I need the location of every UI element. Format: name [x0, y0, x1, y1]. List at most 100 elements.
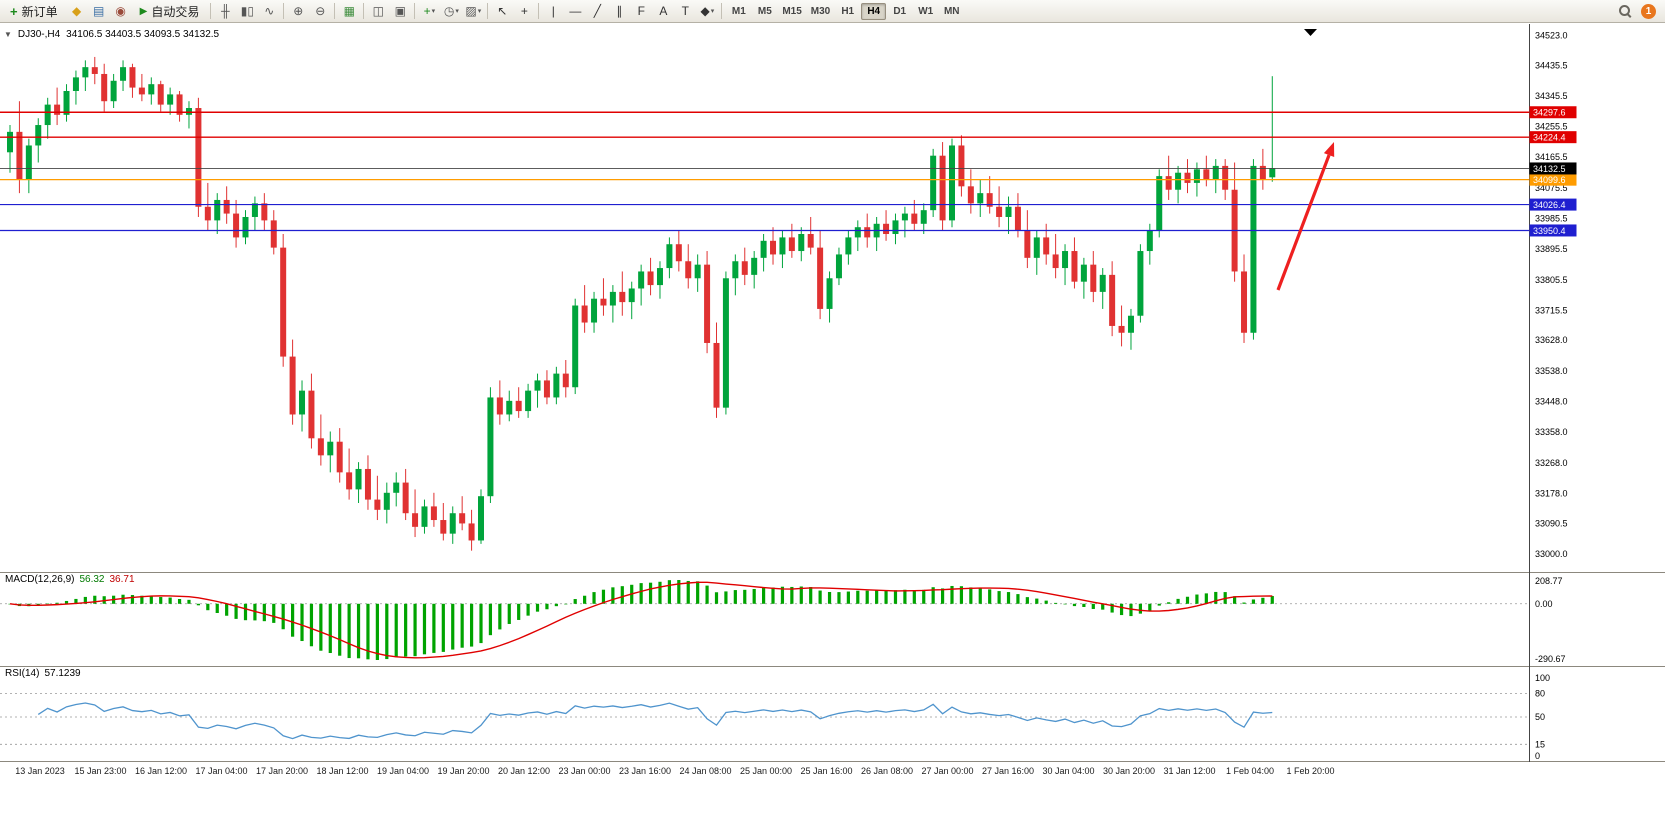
macd-histogram-bar — [752, 588, 756, 604]
cursor-icon[interactable]: ↖ — [497, 4, 508, 18]
time-axis-label: 25 Jan 16:00 — [800, 766, 853, 776]
candle-body — [939, 155, 946, 221]
profiles-icon[interactable]: ◷ ▾ — [443, 4, 459, 18]
timeframe-button-h4[interactable]: H4 — [861, 2, 887, 20]
rsi-panel[interactable]: 100 80 50 15 0 — [0, 666, 1665, 762]
candle-body — [581, 305, 588, 323]
templates-icon[interactable]: ▨ ▾ — [465, 4, 482, 18]
price-tag: 34026.4 — [1533, 200, 1566, 210]
trendline-icon[interactable]: ╱ — [593, 4, 601, 18]
macd-histogram-bar — [121, 594, 125, 604]
candle-body — [138, 87, 145, 95]
candle-body — [1014, 206, 1021, 231]
macd-histogram-bar — [507, 603, 511, 624]
macd-histogram-bar — [130, 595, 135, 604]
macd-panel[interactable]: 208.77 0.00 -290.67 — [0, 572, 1665, 666]
macd-histogram-bar — [667, 580, 671, 604]
horizontal-line-icon[interactable]: — — [569, 4, 582, 18]
candle-body — [308, 390, 315, 439]
tile-windows-icon[interactable]: ▦ — [343, 4, 355, 18]
quotes-window-icon[interactable]: ◆ — [71, 4, 82, 18]
crosshair-icon[interactable]: + — [520, 4, 528, 18]
time-axis-label: 19 Jan 20:00 — [437, 766, 490, 776]
toolbar-right-group: 1 — [1618, 3, 1662, 19]
macd-histogram-bar — [583, 595, 587, 604]
time-axis-label: 26 Jan 08:00 — [860, 766, 914, 776]
time-axis-label: 30 Jan 20:00 — [1102, 766, 1156, 776]
timeframe-button-w1[interactable]: W1 — [918, 5, 934, 17]
vertical-line-icon[interactable]: | — [551, 4, 555, 18]
time-axis-label: 17 Jan 20:00 — [255, 766, 309, 776]
arrange-windows-icon[interactable]: ◫ — [372, 4, 384, 18]
bar-chart-icon[interactable]: ╫ — [221, 4, 230, 18]
candle-body — [35, 125, 42, 146]
market-depth-icon[interactable]: ▤ — [92, 4, 105, 18]
macd-histogram-bar — [413, 603, 417, 657]
macd-histogram-bar — [1204, 593, 1208, 604]
price-chart-panel[interactable]: 34523.0 34435.5 34345.5 34255.5 34165.5 34075… — [0, 24, 1665, 572]
cascade-windows-icon[interactable]: ▣ — [394, 4, 406, 18]
text-label-icon[interactable]: T — [681, 4, 689, 18]
candle-body — [355, 468, 362, 490]
timeframe-button-d1[interactable]: D1 — [893, 5, 907, 17]
toolbar-icons-group: ╫ ▮▯ ∿ ⊕ ⊖ ▦ ◫ ▣ + ▾ ◷ ▾ ▨ ▾ ↖ + | — ╱ ∥ F A T ◆ ▾ — [207, 1, 725, 22]
candle-body — [619, 291, 626, 303]
macd-histogram-bar — [281, 603, 285, 630]
macd-histogram-bar — [997, 591, 1001, 604]
macd-histogram-bar — [1044, 600, 1048, 604]
timeframe-button-m15[interactable]: M15 — [782, 5, 802, 17]
auto-trading-icon: ▶ — [139, 5, 148, 17]
candle-body — [185, 108, 192, 115]
timeframe-button-m1[interactable]: M1 — [731, 5, 746, 17]
candle-body — [157, 84, 164, 105]
annotation-arrow-head — [1323, 142, 1335, 158]
macd-histogram-bar — [441, 603, 445, 652]
price-axis-label: 34075.5 — [1535, 183, 1568, 193]
price-axis-label: 33448.0 — [1535, 397, 1568, 407]
new-order-button[interactable]: + 新订单 — [3, 2, 65, 21]
macd-histogram-bar — [432, 603, 436, 653]
timeframe-button-m30[interactable]: M30 — [810, 5, 831, 17]
line-chart-icon[interactable]: ∿ — [264, 4, 275, 18]
fibonacci-icon[interactable]: F — [637, 4, 645, 18]
macd-histogram-bar — [262, 603, 266, 622]
macd-histogram-bar — [243, 603, 248, 621]
candle-body — [1118, 325, 1125, 333]
timeframe-button-h1[interactable]: H1 — [841, 5, 855, 17]
candle-body — [694, 264, 701, 279]
chart-shift-marker[interactable] — [1304, 29, 1317, 36]
new-chart-icon[interactable]: + ▾ — [423, 4, 436, 18]
macd-signal-line — [9, 581, 1273, 659]
one-click-trading-toggle[interactable]: ▼ — [4, 30, 12, 39]
candle-body — [525, 390, 532, 412]
candle-body — [1137, 251, 1144, 316]
macd-histogram-bar — [648, 582, 653, 604]
price-axis-label: 33358.0 — [1535, 427, 1568, 437]
timeframe-button-m5[interactable]: M5 — [757, 5, 772, 17]
text-icon[interactable]: A — [659, 4, 668, 18]
candle-body — [647, 271, 654, 286]
timeframe-button-mn[interactable]: MN — [943, 5, 960, 17]
shapes-icon[interactable]: ◆ ▾ — [700, 4, 715, 18]
rsi-scale-label: 15 — [1535, 739, 1545, 749]
candlestick-chart-icon[interactable]: ▮▯ — [240, 4, 254, 18]
time-axis-label: 20 Jan 12:00 — [497, 766, 551, 776]
annotation-arrow[interactable] — [1276, 154, 1331, 291]
macd-histogram-bar — [309, 603, 314, 647]
macd-histogram-bar — [64, 600, 69, 604]
auto-trading-button[interactable]: ▶ 自动交易 — [133, 2, 207, 21]
macd-histogram-bar — [1119, 603, 1124, 616]
channel-icon[interactable]: ∥ — [616, 4, 623, 18]
macd-histogram-bar — [517, 603, 521, 620]
community-icon[interactable]: ◉ — [115, 4, 126, 18]
zoom-in-icon[interactable]: ⊕ — [293, 4, 304, 18]
zoom-out-icon[interactable]: ⊖ — [315, 4, 326, 18]
candle-body — [949, 145, 955, 221]
candle-body — [110, 80, 117, 102]
time-axis-label: 23 Jan 16:00 — [618, 766, 672, 776]
macd-histogram-bar — [1110, 603, 1114, 613]
search-icon[interactable] — [1618, 4, 1633, 19]
candle-body — [835, 254, 842, 279]
notification-badge[interactable]: 1 — [1641, 3, 1656, 19]
price-axis-label: 33805.5 — [1535, 275, 1568, 285]
